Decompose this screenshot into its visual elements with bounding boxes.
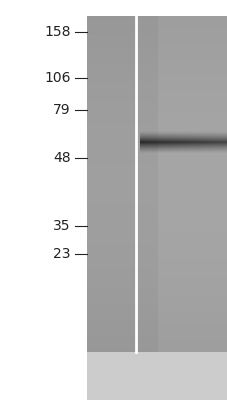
Text: 106: 106 [44,71,70,85]
Text: 23: 23 [53,247,70,261]
Text: 48: 48 [53,151,70,165]
Text: 79: 79 [53,103,70,117]
Bar [86,348,227,400]
Text: 35: 35 [53,219,70,233]
Text: 158: 158 [44,25,70,39]
